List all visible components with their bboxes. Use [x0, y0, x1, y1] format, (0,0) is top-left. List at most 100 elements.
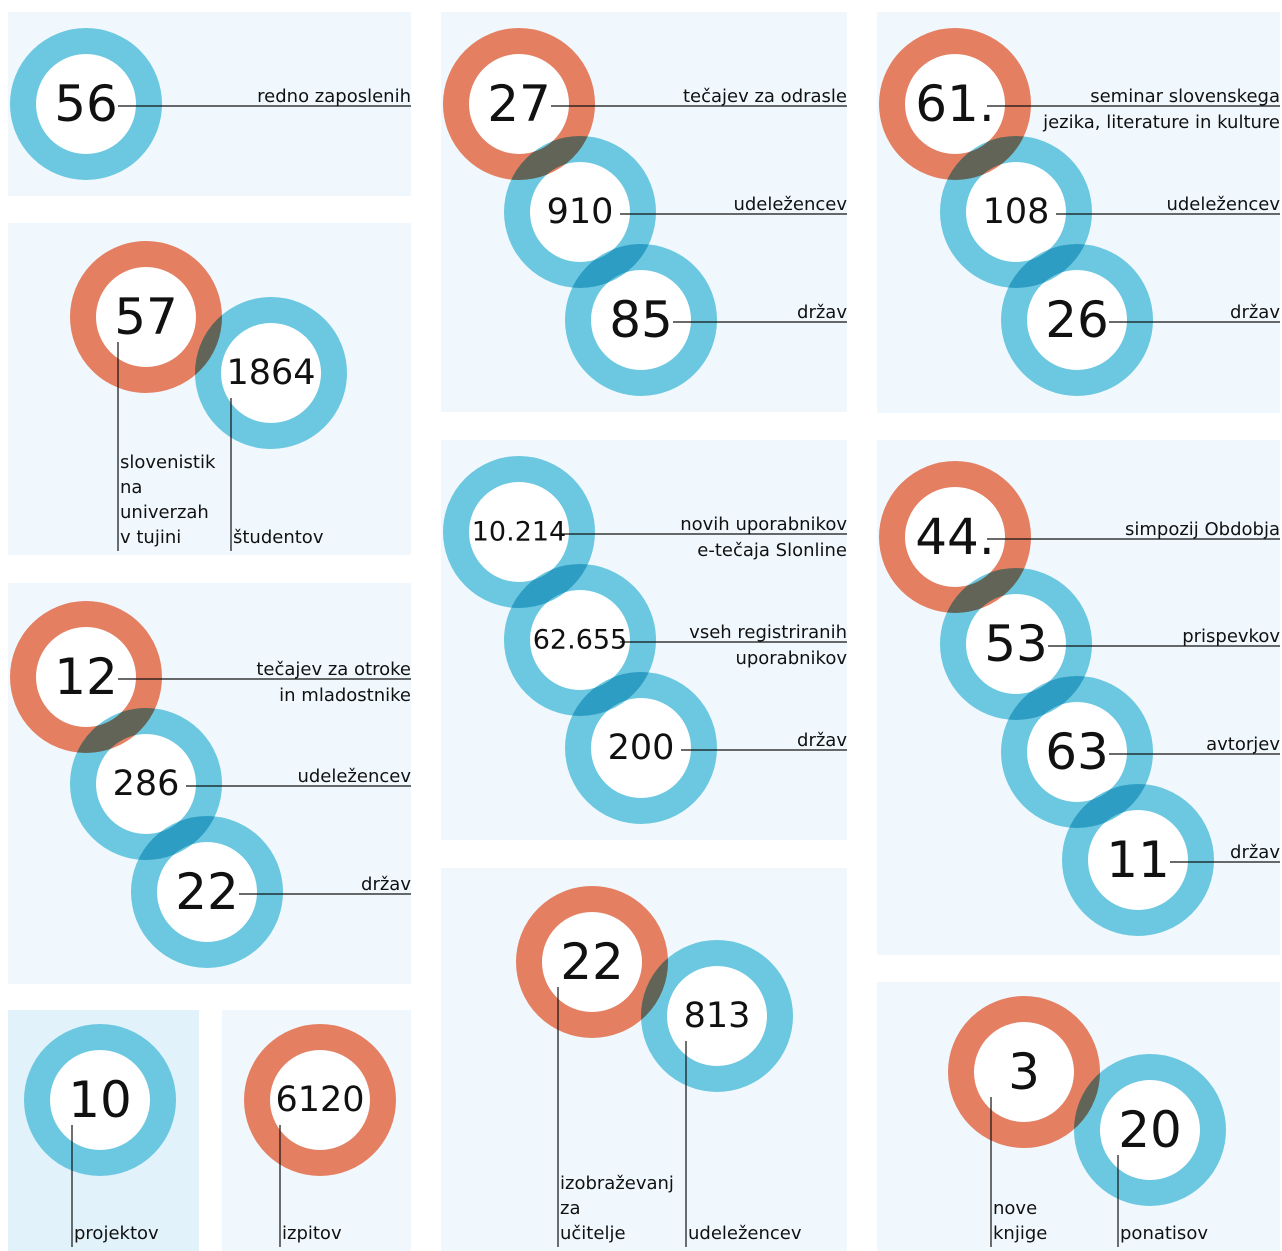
label: avtorjev — [1206, 734, 1280, 755]
panel: novih uporabnikov e-tečaja Slonline 10.214… — [441, 440, 847, 840]
panel: izpitov 6120 — [222, 1010, 411, 1251]
stat-number: 10 — [68, 1071, 132, 1129]
label: projektov — [74, 1223, 159, 1244]
label: držav — [361, 874, 411, 895]
panel: projektov 10 — [8, 1010, 199, 1251]
panel: izobraževanj za učitelje 22 udeležencev 813 — [441, 868, 847, 1251]
ring-inner — [50, 1050, 150, 1150]
stat-number: 26 — [1045, 291, 1109, 349]
ring-inner — [96, 734, 196, 834]
ring-inner — [591, 270, 691, 370]
ring — [565, 672, 717, 824]
panel: simpozij Obdobja 44. prispevkov 53 avtorjev 6… — [877, 440, 1280, 955]
rings — [948, 996, 1226, 1206]
ring-inner — [1027, 270, 1127, 370]
ring-inner — [966, 594, 1066, 694]
rings — [70, 241, 347, 449]
label: izobraževanj — [560, 1173, 674, 1194]
label: e-tečaja Slonline — [697, 540, 847, 561]
label: ponatisov — [1120, 1223, 1208, 1244]
ring-inner — [966, 162, 1066, 262]
label: tečajev za odrasle — [683, 86, 847, 107]
ring-inner — [469, 482, 569, 582]
ring — [1062, 784, 1214, 936]
ring-inner — [1027, 702, 1127, 802]
stat-number: 63 — [1045, 723, 1109, 781]
stat-number: 286 — [113, 764, 180, 804]
panel: nove knjige 3 ponatisov 20 — [877, 982, 1280, 1251]
rings — [244, 1024, 396, 1176]
panel: tečajev za odrasle 27 udeležencev 910 držav 8… — [441, 12, 847, 412]
stat-number: 12 — [54, 648, 118, 706]
label: v tujini — [120, 527, 181, 548]
panel: redno zaposlenih 56 — [8, 12, 411, 196]
label: nove — [993, 1198, 1037, 1219]
stat-number: 813 — [684, 996, 751, 1036]
label: na — [120, 477, 142, 498]
stat-number: 57 — [114, 288, 178, 346]
label: učitelje — [560, 1223, 626, 1244]
stat-number: 11 — [1106, 831, 1170, 889]
panel: seminar slovenskega jezika, literature in… — [877, 12, 1280, 413]
ring-inner — [157, 842, 257, 942]
ring — [516, 886, 668, 1038]
rings — [516, 886, 793, 1092]
stat-number: 20 — [1118, 1101, 1182, 1159]
label: izpitov — [282, 1223, 342, 1244]
stat-number: 10.214 — [472, 517, 566, 548]
ring — [948, 996, 1100, 1148]
ring — [10, 28, 162, 180]
label: prispevkov — [1182, 626, 1280, 647]
label: univerzah — [120, 502, 209, 523]
stat-number: 56 — [54, 75, 118, 133]
ring-inner — [591, 698, 691, 798]
rings — [879, 461, 1214, 936]
stat-number: 22 — [175, 863, 239, 921]
stat-number: 27 — [487, 75, 551, 133]
ring-inner — [1088, 810, 1188, 910]
ring-inner — [974, 1022, 1074, 1122]
rings — [443, 456, 717, 824]
stat-number: 108 — [983, 192, 1050, 232]
label: držav — [1230, 842, 1280, 863]
stat-number: 62.655 — [533, 625, 627, 656]
stat-number: 6120 — [275, 1080, 364, 1120]
label: držav — [797, 730, 847, 751]
rings — [10, 601, 283, 968]
stat-number: 200 — [608, 728, 675, 768]
ring-inner — [530, 590, 630, 690]
ring — [131, 816, 283, 968]
panel: tečajev za otroke in mladostnike 12 udeleže… — [8, 583, 411, 984]
rings — [24, 1024, 176, 1176]
label: udeležencev — [297, 766, 411, 787]
ring — [244, 1024, 396, 1176]
panel: slovenistik na univerzah v tujini 57 študento… — [8, 223, 411, 555]
ring-inner — [905, 54, 1005, 154]
label: držav — [797, 302, 847, 323]
label: za — [560, 1198, 580, 1219]
ring-inner — [270, 1050, 370, 1150]
ring — [24, 1024, 176, 1176]
label: udeležencev — [688, 1223, 802, 1244]
label: udeležencev — [733, 194, 847, 215]
label: slovenistik — [120, 452, 216, 473]
stat-number: 85 — [609, 291, 673, 349]
label: in mladostnike — [279, 685, 411, 706]
ring — [1001, 244, 1153, 396]
label: vseh registriranih — [689, 622, 847, 643]
ring-inner — [469, 54, 569, 154]
stat-number: 44. — [915, 508, 995, 566]
ring-inner — [667, 966, 767, 1066]
ring-inner — [36, 627, 136, 727]
stat-number: 22 — [560, 933, 624, 991]
rings — [10, 28, 162, 180]
rings — [443, 28, 717, 396]
ring-inner — [1100, 1080, 1200, 1180]
ring-inner — [221, 323, 321, 423]
label: simpozij Obdobja — [1125, 519, 1280, 540]
stat-number: 910 — [547, 192, 614, 232]
ring-inner — [36, 54, 136, 154]
rings — [879, 28, 1153, 396]
ring-inner — [96, 267, 196, 367]
